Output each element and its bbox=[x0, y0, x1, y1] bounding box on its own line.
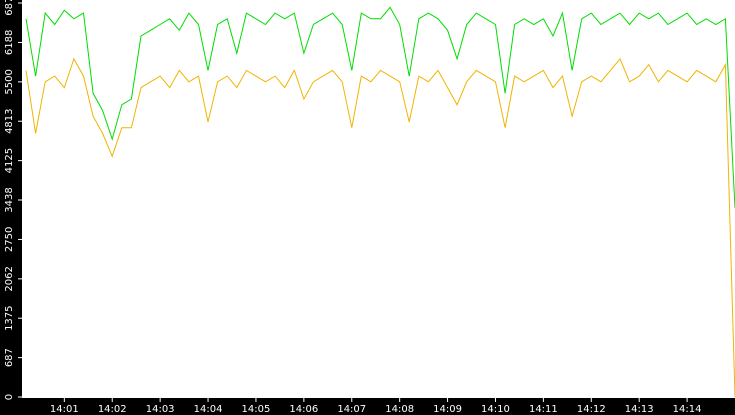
x-tick-label: 14:08 bbox=[385, 404, 414, 415]
x-tick-label: 14:14 bbox=[673, 404, 702, 415]
y-tick-label: 3438 bbox=[4, 187, 15, 212]
y-tick-label: 5500 bbox=[4, 69, 15, 94]
y-tick-label: 2750 bbox=[4, 227, 15, 252]
plot-area bbox=[22, 0, 735, 398]
x-tick-label: 14:05 bbox=[242, 404, 271, 415]
x-tick-label: 14:13 bbox=[625, 404, 654, 415]
x-tick-label: 14:11 bbox=[529, 404, 558, 415]
x-tick-label: 14:07 bbox=[337, 404, 366, 415]
x-tick-label: 14:06 bbox=[289, 404, 318, 415]
x-tick-label: 14:03 bbox=[146, 404, 175, 415]
x-tick-label: 14:01 bbox=[50, 404, 79, 415]
y-tick-label: 687 bbox=[4, 348, 15, 367]
y-tick-label: 6188 bbox=[4, 30, 15, 55]
x-tick-label: 14:10 bbox=[481, 404, 510, 415]
x-tick-label: 14:09 bbox=[433, 404, 462, 415]
y-tick-label: 4813 bbox=[4, 108, 15, 133]
series-line bbox=[25, 57, 735, 398]
x-tick-label: 14:12 bbox=[577, 404, 606, 415]
y-tick-label: 6876 bbox=[4, 0, 15, 16]
x-tick-label: 14:02 bbox=[98, 404, 127, 415]
x-tick-label: 14:04 bbox=[194, 404, 223, 415]
y-tick-label: 0 bbox=[4, 394, 15, 400]
y-tick-label: 1375 bbox=[4, 305, 15, 330]
series-line bbox=[25, 6, 735, 208]
y-tick-label: 2062 bbox=[4, 266, 15, 291]
y-tick-label: 4125 bbox=[4, 148, 15, 173]
